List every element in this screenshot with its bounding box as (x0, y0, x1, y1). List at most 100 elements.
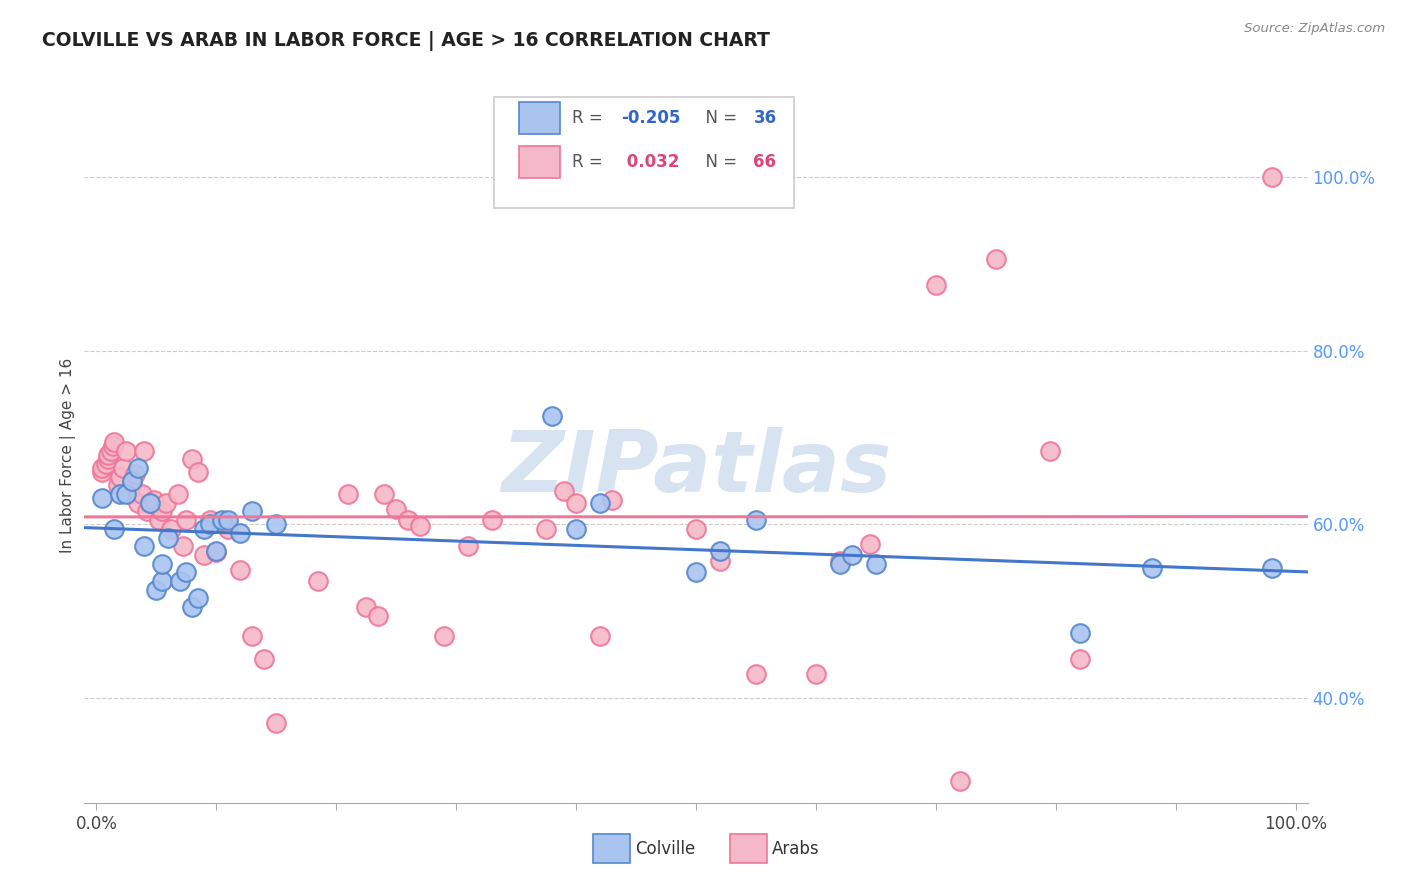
Point (925, 278, 948, 293)
Point (229, 526, 252, 541)
Point (217, 513, 239, 527)
Point (229, 563, 252, 577)
Point (91, 466, 114, 480)
Point (253, 652, 276, 666)
Point (135, 504, 157, 518)
Point (205, 545, 228, 559)
Text: N =: N = (695, 153, 742, 171)
Point (187, 591, 209, 606)
Point (142, 493, 165, 508)
Point (174, 513, 197, 527)
Text: COLVILLE VS ARAB IN LABOR FORCE | AGE > 16 CORRELATION CHART: COLVILLE VS ARAB IN LABOR FORCE | AGE > … (42, 31, 770, 51)
Point (354, 600, 377, 615)
Point (200, 517, 222, 532)
Point (481, 513, 503, 527)
Point (565, 496, 588, 510)
Point (145, 582, 167, 597)
Point (264, 517, 287, 532)
FancyBboxPatch shape (593, 834, 630, 863)
Point (534, 522, 557, 536)
Point (97, 448, 120, 462)
Point (337, 487, 360, 501)
Point (685, 566, 707, 580)
Point (139, 496, 162, 510)
Point (157, 531, 180, 545)
Point (139, 496, 162, 510)
Point (589, 629, 612, 643)
Point (685, 522, 707, 536)
Text: N =: N = (695, 109, 742, 128)
Point (131, 487, 153, 501)
Point (828, 557, 851, 571)
Point (100, 443, 122, 458)
Point (121, 474, 143, 488)
Point (1260, 561, 1282, 575)
Point (205, 543, 228, 558)
Point (115, 443, 138, 458)
Point (148, 513, 170, 527)
Point (118, 487, 141, 501)
Point (193, 522, 215, 536)
FancyBboxPatch shape (519, 103, 560, 134)
Point (264, 715, 287, 730)
Point (167, 487, 190, 501)
Point (110, 469, 132, 483)
Point (1260, 169, 1282, 184)
Point (984, 252, 1007, 267)
Point (589, 496, 612, 510)
Point (240, 629, 263, 643)
Point (115, 487, 138, 501)
Point (193, 548, 215, 562)
Text: 36: 36 (754, 109, 776, 128)
Point (121, 475, 143, 490)
FancyBboxPatch shape (494, 96, 794, 208)
Text: ZIPatlas: ZIPatlas (501, 427, 891, 510)
FancyBboxPatch shape (730, 834, 766, 863)
Point (553, 484, 575, 499)
Point (91, 491, 114, 506)
Text: Source: ZipAtlas.com: Source: ZipAtlas.com (1244, 22, 1385, 36)
Point (865, 557, 887, 571)
Point (1069, 652, 1091, 666)
Point (841, 548, 863, 562)
Point (367, 608, 389, 623)
Point (211, 513, 233, 527)
Text: R =: R = (572, 153, 609, 171)
FancyBboxPatch shape (519, 146, 560, 178)
Point (828, 554, 851, 568)
Text: 66: 66 (754, 153, 776, 171)
Point (159, 522, 181, 536)
Point (385, 501, 408, 516)
Point (134, 539, 156, 553)
Point (709, 543, 731, 558)
Point (101, 439, 124, 453)
Point (565, 522, 588, 536)
Point (110, 487, 132, 501)
Point (804, 667, 827, 681)
Point (396, 513, 419, 527)
Point (103, 522, 125, 536)
Point (169, 574, 191, 588)
Point (373, 487, 395, 501)
Point (709, 554, 731, 568)
Point (1140, 561, 1163, 575)
Point (187, 466, 209, 480)
Point (91, 461, 114, 475)
Point (124, 467, 146, 481)
Point (155, 496, 177, 510)
Text: 0.032: 0.032 (621, 153, 679, 171)
Point (134, 443, 156, 458)
Point (217, 522, 239, 536)
Point (949, 774, 972, 789)
Point (307, 574, 329, 588)
Point (1069, 626, 1091, 640)
Point (150, 574, 173, 588)
Point (181, 600, 204, 615)
Point (97, 452, 120, 467)
Y-axis label: In Labor Force | Age > 16: In Labor Force | Age > 16 (60, 358, 76, 552)
Point (200, 513, 222, 527)
Text: Arabs: Arabs (772, 839, 820, 858)
Point (541, 409, 564, 423)
Point (127, 496, 149, 510)
Point (457, 539, 479, 553)
